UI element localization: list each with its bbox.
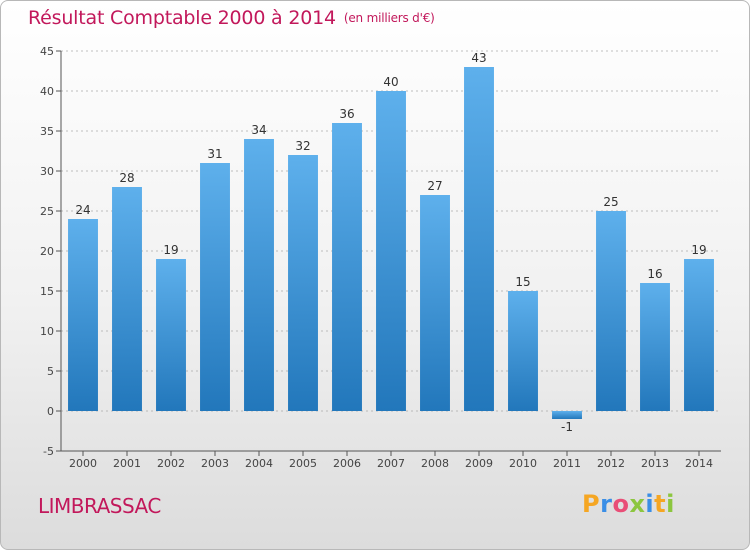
y-tick-label: 40 [40,85,54,98]
bar-2013 [640,283,670,411]
logo-letter: t [654,490,667,518]
bar-2004 [244,139,274,411]
y-tick-label: -5 [43,445,54,458]
x-tick-label: 2005 [289,457,317,470]
bar-2005 [288,155,318,411]
bar-2009 [464,67,494,411]
x-tick-label: 2009 [465,457,493,470]
commune-name: LIMBRASSAC [38,494,161,518]
x-tick-label: 2006 [333,457,361,470]
data-label-2001: 28 [119,171,134,185]
data-labels: 24 28 19 31 34 32 36 40 27 43 15 -1 25 16 19 [75,51,706,434]
bar-2011 [552,411,582,419]
logo-letter: x [629,490,646,518]
logo-letter: o [612,490,630,518]
proxiti-logo[interactable]: Proxiti [582,490,675,518]
bar-2000 [68,219,98,411]
chart-title: Résultat Comptable 2000 à 2014 (en millie… [28,7,435,29]
data-label-2007: 40 [383,75,398,89]
data-label-2010: 15 [515,275,530,289]
bar-series [68,67,714,419]
chart-title-text: Résultat Comptable 2000 à 2014 [28,7,336,29]
bar-2010 [508,291,538,411]
x-tick-label: 2003 [201,457,229,470]
data-label-2002: 19 [163,243,178,257]
y-axis-ticks: -5 0 5 10 15 20 25 30 35 40 45 [40,45,61,458]
bar-2012 [596,211,626,411]
x-tick-label: 2011 [553,457,581,470]
y-tick-label: 5 [47,365,54,378]
y-tick-label: 25 [40,205,54,218]
x-axis-ticks: 2000 2001 2002 2003 2004 2005 2006 2007 2008 2009… [69,451,713,470]
data-label-2005: 32 [295,139,310,153]
logo-letter: i [666,490,675,518]
bar-2007 [376,91,406,411]
y-tick-label: 35 [40,125,54,138]
bar-2003 [200,163,230,411]
y-tick-label: 10 [40,325,54,338]
x-tick-label: 2013 [641,457,669,470]
x-tick-label: 2012 [597,457,625,470]
data-label-2012: 25 [603,195,618,209]
y-tick-label: 0 [47,405,54,418]
x-tick-label: 2004 [245,457,273,470]
x-tick-label: 2000 [69,457,97,470]
bar-2006 [332,123,362,411]
x-tick-label: 2002 [157,457,185,470]
bar-2002 [156,259,186,411]
y-tick-label: 15 [40,285,54,298]
x-tick-label: 2008 [421,457,449,470]
y-tick-label: 20 [40,245,54,258]
chart-subtitle: (en milliers d'€) [343,11,435,25]
x-tick-label: 2014 [685,457,713,470]
bar-2001 [112,187,142,411]
y-tick-label: 45 [40,45,54,58]
bar-2014 [684,259,714,411]
data-label-2013: 16 [647,267,662,281]
x-tick-label: 2007 [377,457,405,470]
data-label-2000: 24 [75,203,90,217]
x-tick-label: 2001 [113,457,141,470]
data-label-2003: 31 [207,147,222,161]
data-label-2011: -1 [561,420,573,434]
y-tick-label: 30 [40,165,54,178]
logo-letter: i [645,490,655,518]
data-label-2004: 34 [251,123,266,137]
logo-letter: P [582,490,601,518]
logo-letter: r [600,490,613,518]
data-label-2009: 43 [471,51,486,65]
data-label-2014: 19 [691,243,706,257]
data-label-2006: 36 [339,107,354,121]
data-label-2008: 27 [427,179,442,193]
bar-2008 [420,195,450,411]
x-tick-label: 2010 [509,457,537,470]
